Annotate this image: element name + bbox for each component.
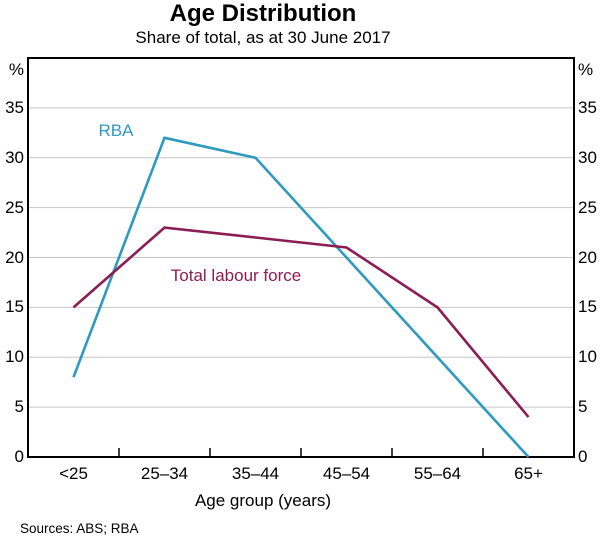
plot-border [27,57,575,458]
sources-note: Sources: ABS; RBA [20,521,139,536]
chart-subtitle: Share of total, as at 30 June 2017 [135,28,391,47]
chart-title: Age Distribution [169,0,357,27]
series-line-rba [72,136,530,458]
series-line-total-labour-force [72,226,530,418]
x-axis-title: Age group (years) [194,491,332,510]
